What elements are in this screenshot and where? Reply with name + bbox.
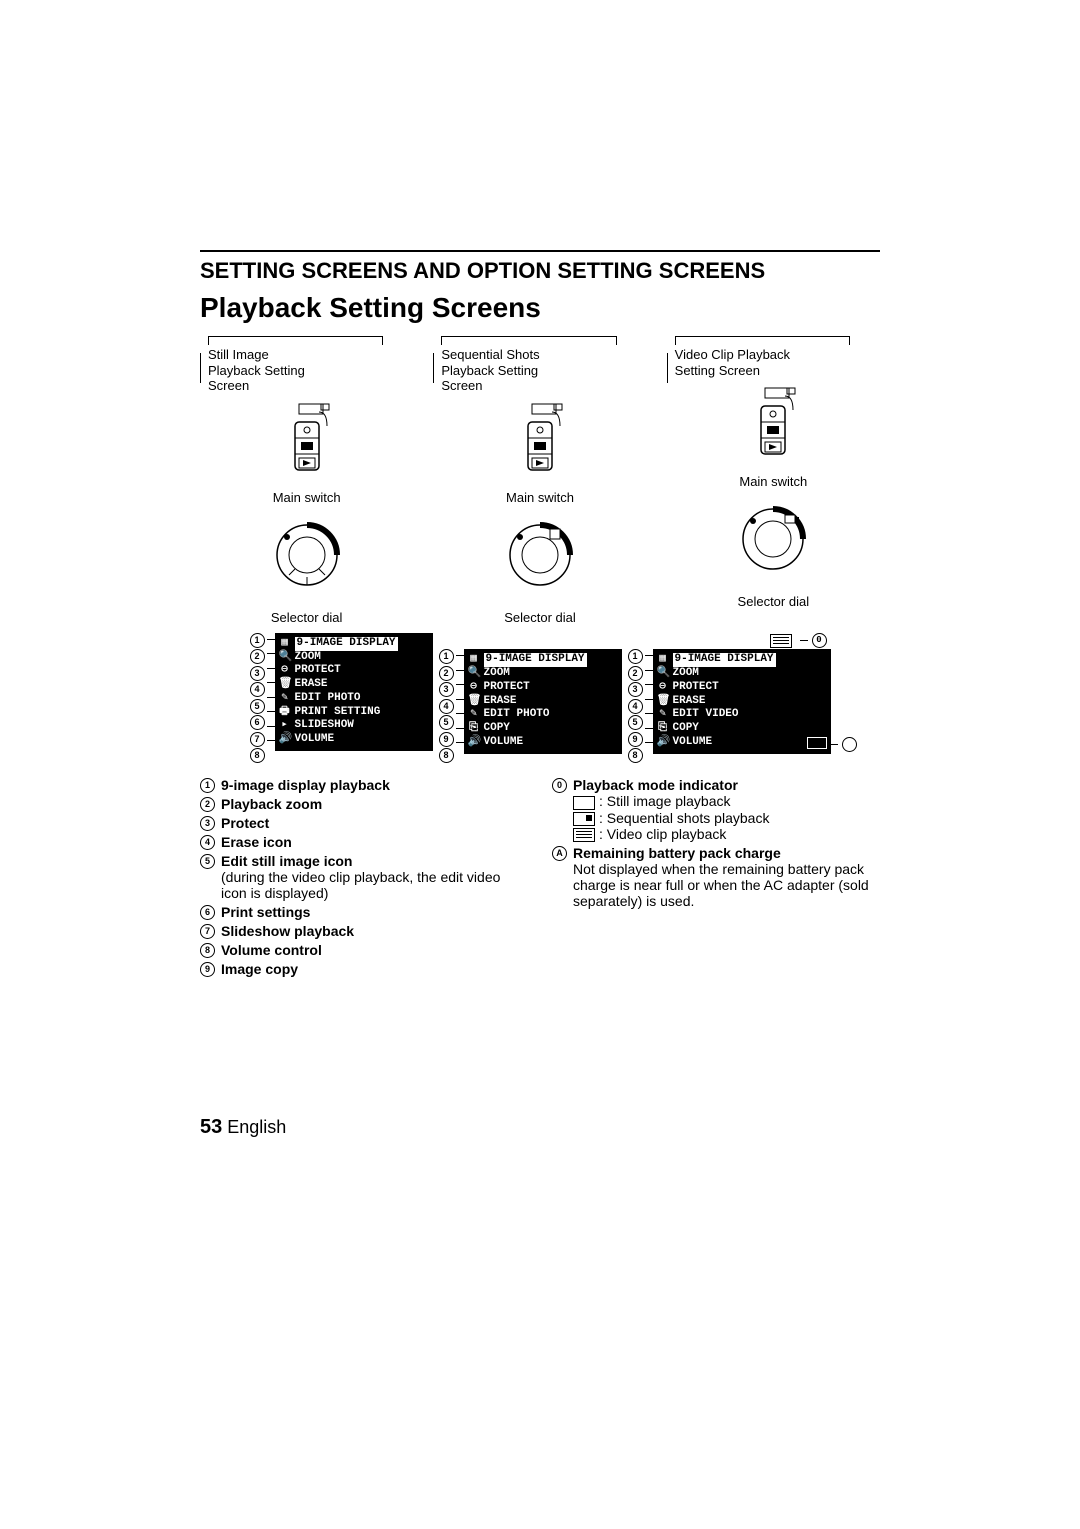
osd-seq: 1234 598 ▦9-IMAGE DISPLAY 🔍ZOOM ⊖PROTECT… [439, 649, 622, 763]
main-switch-caption: Main switch [433, 490, 646, 505]
osd-item: ERASE [673, 695, 706, 709]
selector-dial-caption: Selector dial [433, 610, 646, 625]
osd-item: ERASE [484, 695, 517, 709]
col-seq: Sequential Shots Playback Setting Screen… [433, 336, 646, 629]
section-title: SETTING SCREENS AND OPTION SETTING SCREE… [200, 258, 880, 284]
subsection-title: Playback Setting Screens [200, 292, 880, 324]
device-columns: Still Image Playback Setting Screen Main… [200, 336, 880, 629]
hr-top [200, 250, 880, 252]
osd-item: ERASE [295, 678, 328, 692]
mode-icon [573, 812, 595, 826]
col-label: Still Image Playback Setting Screen [208, 347, 413, 394]
osd-item: EDIT PHOTO [484, 708, 550, 722]
legend-item: ARemaining battery pack chargeNot displa… [552, 845, 880, 909]
osd-item: VOLUME [484, 736, 524, 750]
osd-item: ZOOM [673, 667, 699, 681]
osd-item: PROTECT [673, 681, 719, 695]
main-switch-icon [277, 402, 337, 482]
osd-item: PROTECT [484, 681, 530, 695]
col-still: Still Image Playback Setting Screen Main… [200, 336, 413, 629]
osd-item: COPY [484, 722, 510, 736]
legend-item: 8Volume control [200, 942, 528, 958]
osd-item: 9-IMAGE DISPLAY [673, 653, 776, 667]
legend-item: 7Slideshow playback [200, 923, 528, 939]
osd-row: 1234 5678 ▦9-IMAGE DISPLAY 🔍ZOOM ⊖PROTEC… [200, 633, 880, 764]
osd-still: 1234 5678 ▦9-IMAGE DISPLAY 🔍ZOOM ⊖PROTEC… [250, 633, 433, 764]
osd-item: EDIT VIDEO [673, 708, 739, 722]
legend-item: 4Erase icon [200, 834, 528, 850]
legend-item: 3Protect [200, 815, 528, 831]
osd-item: VOLUME [295, 733, 335, 747]
mode-icon [573, 796, 595, 810]
osd-item: PRINT SETTING [295, 706, 381, 720]
legend-item: 0Playback mode indicator: Still image pl… [552, 777, 880, 842]
selector-dial-caption: Selector dial [200, 610, 413, 625]
mode-icon [573, 828, 595, 842]
selector-dial-icon [733, 499, 813, 579]
osd-item: ZOOM [295, 651, 321, 665]
osd-item: SLIDESHOW [295, 719, 354, 733]
selector-dial-icon [500, 515, 580, 595]
osd-item: ZOOM [484, 667, 510, 681]
main-switch-icon [743, 386, 803, 466]
selector-dial-caption: Selector dial [667, 594, 880, 609]
legend-item: 9Image copy [200, 961, 528, 977]
col-vid: Video Clip Playback Setting Screen Main … [667, 336, 880, 629]
selector-dial-icon [267, 515, 347, 595]
callout-10: 0 [812, 633, 827, 648]
osd-item: COPY [673, 722, 699, 736]
main-switch-caption: Main switch [200, 490, 413, 505]
main-switch-icon [510, 402, 570, 482]
battery-icon [807, 737, 827, 749]
mode-indicator-icon [770, 634, 792, 648]
legend: 19-image display playback 2Playback zoom 3… [200, 777, 880, 980]
osd-item: 9-IMAGE DISPLAY [295, 637, 398, 651]
osd-item: PROTECT [295, 664, 341, 678]
legend-left: 19-image display playback 2Playback zoom 3… [200, 777, 528, 980]
osd-item: 9-IMAGE DISPLAY [484, 653, 587, 667]
legend-item: 19-image display playback [200, 777, 528, 793]
legend-item: 2Playback zoom [200, 796, 528, 812]
callout-11: A [842, 737, 857, 752]
col-label: Sequential Shots Playback Setting Screen [441, 347, 646, 394]
page-number: 53 English [200, 1116, 286, 1139]
col-label: Video Clip Playback Setting Screen [675, 347, 880, 378]
osd-item: EDIT PHOTO [295, 692, 361, 706]
legend-item: 6Print settings [200, 904, 528, 920]
legend-item: 5Edit still image icon(during the video … [200, 853, 528, 901]
osd-vid: 1234 598 0 ▦9-IMAGE DISPLAY 🔍ZOOM ⊖PROTE… [628, 649, 831, 763]
main-switch-caption: Main switch [667, 474, 880, 489]
osd-item: VOLUME [673, 736, 713, 750]
legend-right: 0Playback mode indicator: Still image pl… [552, 777, 880, 980]
manual-page: SETTING SCREENS AND OPTION SETTING SCREE… [0, 0, 1080, 1529]
